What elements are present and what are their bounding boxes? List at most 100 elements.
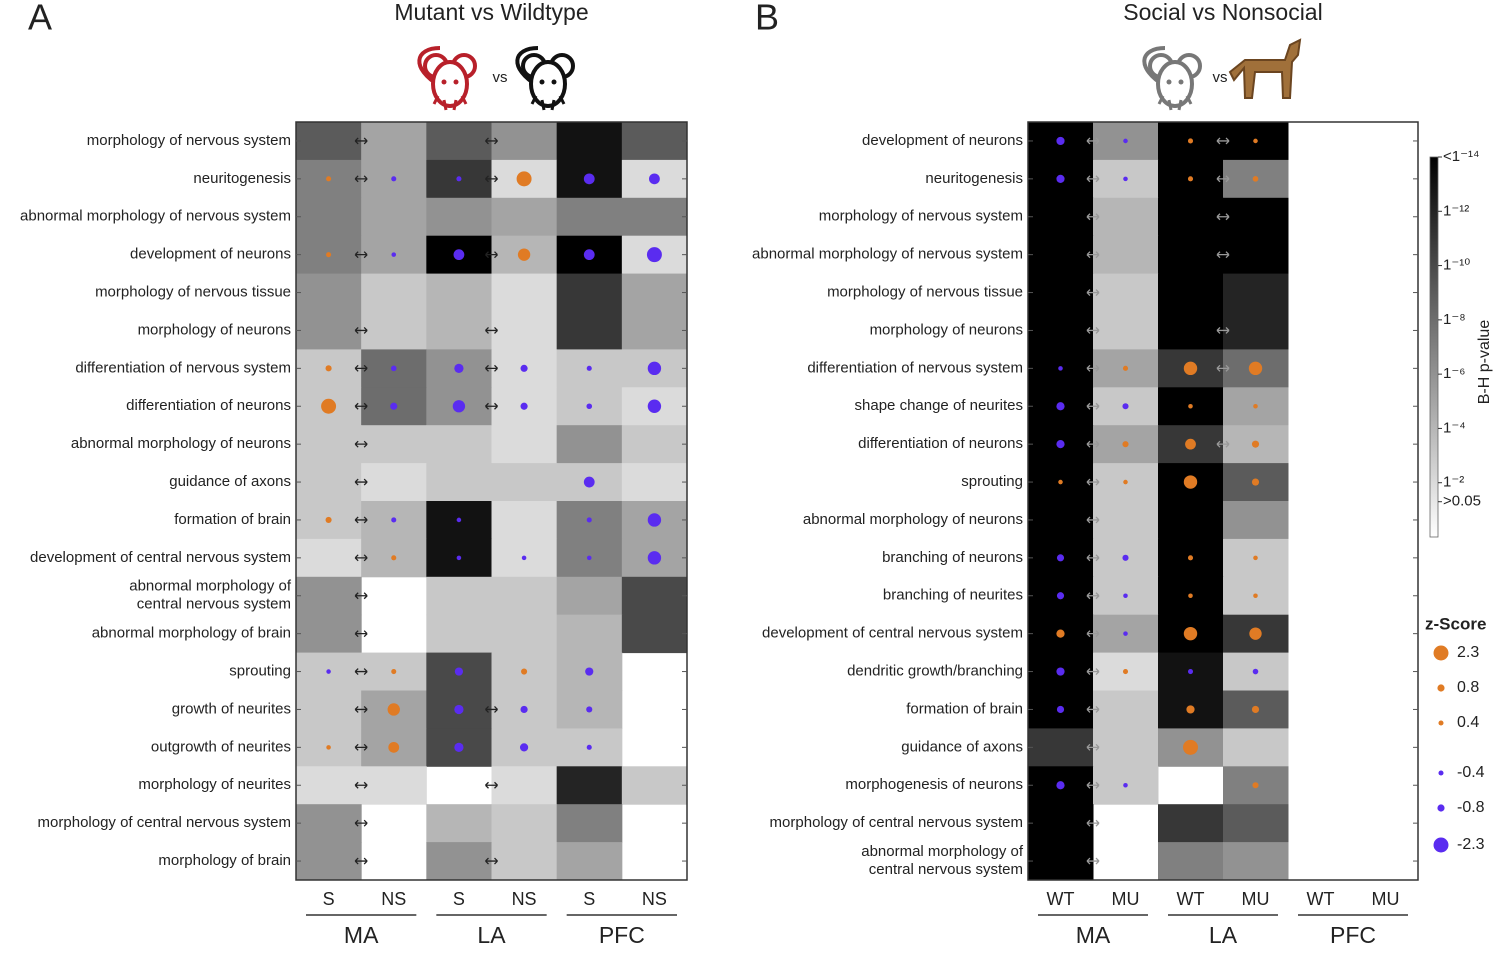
zscore-dot <box>1183 475 1198 489</box>
column-label: WT <box>1177 889 1205 909</box>
concordance-arrow <box>1086 213 1100 221</box>
heat-cell <box>1158 804 1224 843</box>
heat-cell <box>296 614 362 654</box>
zscore-dot <box>325 365 332 372</box>
zscore-dot <box>1252 176 1259 182</box>
zscore-dot <box>326 745 331 750</box>
heat-cell <box>491 614 558 654</box>
column-label: WT <box>1307 889 1335 909</box>
zscore-dot <box>325 516 332 524</box>
row-label: abnormal morphology of neurons <box>71 435 291 452</box>
size-legend-label: 2.3 <box>1457 644 1479 661</box>
group-label: MA <box>344 922 379 948</box>
zscore-dot <box>390 402 398 410</box>
heat-cell <box>1093 690 1159 729</box>
concordance-arrow <box>1086 554 1100 562</box>
zscore-dot <box>586 403 593 410</box>
heat-cell <box>296 425 362 464</box>
heat-cell <box>556 273 623 312</box>
zscore-dot <box>326 669 331 674</box>
heat-cell <box>296 122 362 161</box>
row-label: formation of brain <box>906 700 1023 717</box>
colorbar-tick-label: 1⁻⁴ <box>1443 419 1466 436</box>
zscore-dot <box>1123 176 1128 182</box>
concordance-arrow <box>485 364 498 372</box>
row-label: abnormal morphology of neurons <box>803 511 1023 528</box>
row-label: differentiation of nervous system <box>807 359 1023 376</box>
zscore-dot <box>586 706 593 713</box>
mouse-icon <box>1142 46 1202 112</box>
heat-cell <box>426 463 492 502</box>
heat-cell <box>296 197 362 237</box>
zscore-dot <box>1123 479 1128 485</box>
colorbar <box>1429 156 1439 538</box>
concordance-arrow <box>354 705 368 713</box>
zscore-dot <box>1248 361 1263 376</box>
zscore-dot <box>1123 138 1128 144</box>
zscore-dot <box>1183 361 1198 376</box>
zscore-dot <box>586 365 592 371</box>
heat-cell <box>621 311 688 350</box>
zscore-dot <box>585 667 594 676</box>
size-legend-label: -2.3 <box>1457 836 1485 853</box>
heat-cell <box>296 690 362 729</box>
zscore-dot <box>1252 668 1259 675</box>
zscore-dot <box>1253 593 1258 599</box>
row-label: branching of neurons <box>882 549 1023 566</box>
concordance-arrow <box>485 326 498 334</box>
heat-cell <box>296 804 362 843</box>
heat-cell <box>491 501 558 540</box>
heat-cell <box>1093 273 1159 312</box>
heat-cell <box>1223 197 1289 237</box>
zscore-dot <box>326 252 332 258</box>
zscore-dot <box>583 249 595 261</box>
row-label: outgrowth of neurites <box>151 738 291 755</box>
heat-cell <box>556 614 623 654</box>
row-label: morphogenesis of neurons <box>845 776 1023 793</box>
heat-cell <box>1028 235 1094 275</box>
heat-cell <box>1028 804 1094 843</box>
heat-cell <box>361 766 427 805</box>
wildtype-mouse-icon <box>515 46 575 112</box>
row-label: development of neurons <box>130 246 291 263</box>
zscore-dot <box>1253 403 1258 409</box>
zscore-dot <box>1056 554 1065 562</box>
chart-title: Mutant vs Wildtype <box>394 0 588 25</box>
row-label: morphology of nervous tissue <box>827 284 1023 301</box>
heat-cell <box>556 766 623 805</box>
concordance-arrow <box>1086 630 1100 638</box>
heat-cell <box>1158 501 1224 540</box>
zscore-dot <box>647 513 662 527</box>
group-label: PFC <box>599 922 645 948</box>
heat-cell <box>621 197 688 237</box>
row-label: dendritic growth/branching <box>847 663 1023 680</box>
concordance-arrow <box>485 781 498 789</box>
column-label: MU <box>1242 889 1270 909</box>
heat-cell <box>1028 501 1094 540</box>
concordance-arrow <box>354 819 368 827</box>
zscore-dot <box>1122 554 1129 561</box>
colorbar-tick-label: 1⁻² <box>1443 474 1464 491</box>
zscore-dot <box>1056 174 1065 183</box>
zscore-dot <box>586 517 592 523</box>
heat-cell <box>1158 311 1224 350</box>
concordance-arrow <box>1216 175 1230 183</box>
zscore-dot <box>586 555 592 561</box>
heat-cell <box>426 311 492 350</box>
heat-cell <box>426 842 492 881</box>
heat-cell <box>621 576 688 616</box>
heat-cell <box>296 842 362 881</box>
zscore-dot <box>1122 365 1129 371</box>
colorbar-tick-label: <1⁻¹⁴ <box>1443 148 1479 165</box>
row-label: differentiation of neurons <box>126 397 291 414</box>
zscore-dot <box>1122 403 1129 410</box>
heat-cell <box>1223 273 1289 312</box>
zscore-dot <box>1056 136 1065 146</box>
zscore-dot <box>326 176 332 182</box>
concordance-arrow <box>354 668 368 676</box>
concordance-arrow <box>354 516 368 524</box>
row-label: abnormal morphology of <box>861 843 1024 860</box>
zscore-dot <box>1056 781 1065 790</box>
heat-cell <box>556 122 623 161</box>
heat-cell <box>426 122 492 161</box>
